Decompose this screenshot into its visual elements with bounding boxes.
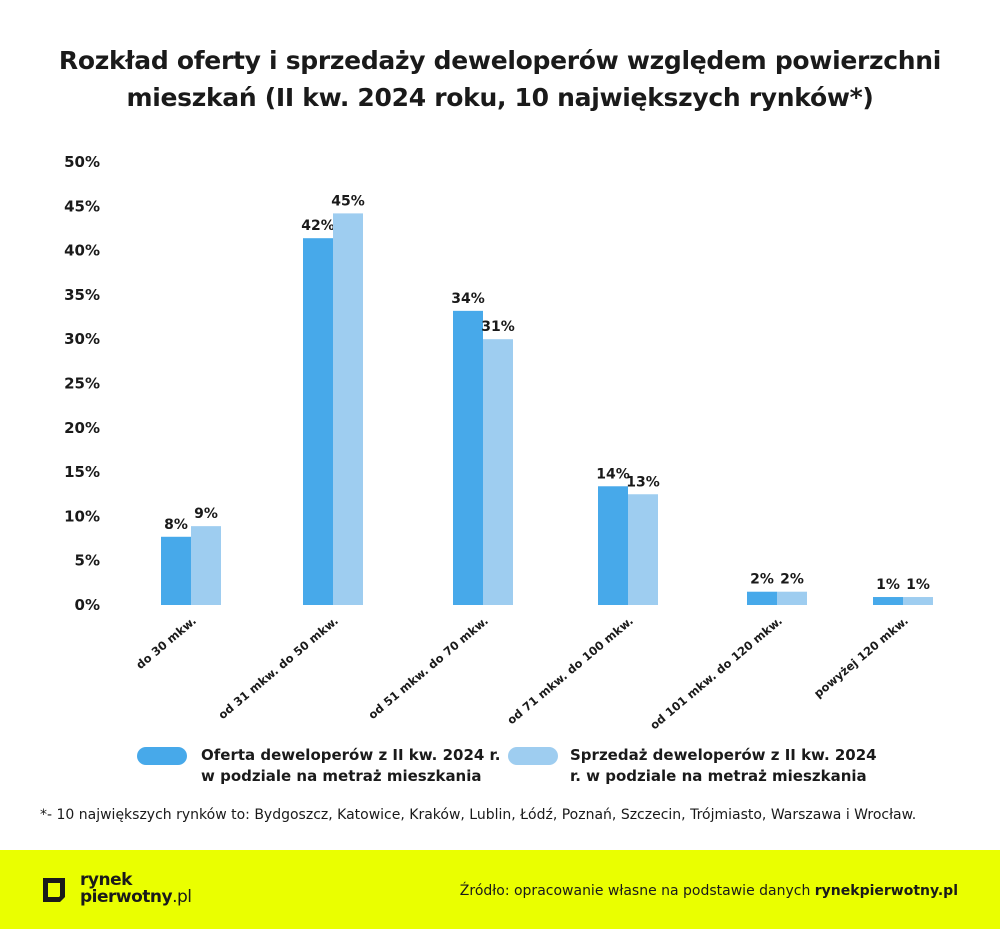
- bar: [333, 213, 363, 605]
- bar: [628, 494, 658, 605]
- x-tick-label: od 51 mkw. do 70 mkw.: [365, 614, 490, 722]
- data-label: 34%: [451, 291, 485, 307]
- logo-text: rynek: [80, 870, 132, 890]
- data-label: 13%: [626, 474, 660, 490]
- x-tick-label: od 101 mkw. do 120 mkw.: [647, 614, 785, 733]
- y-tick-label: 15%: [64, 463, 100, 481]
- bar-chart: 0% 5% 10% 15% 20% 25% 30% 35% 40% 45% 50% 8% 9% do 30…: [64, 153, 933, 733]
- data-label: 1%: [876, 577, 900, 593]
- legend-label: Oferta deweloperów z II kw. 2024 r.: [201, 746, 501, 764]
- x-tick-label: od 71 mkw. do 100 mkw.: [504, 614, 636, 728]
- bar: [873, 597, 903, 605]
- bar: [191, 526, 221, 605]
- source-prefix: Źródło: opracowanie własne na podstawie …: [459, 883, 815, 899]
- y-tick-label: 45%: [64, 197, 100, 215]
- x-tick-label: powyżej 120 mkw.: [811, 614, 911, 701]
- bar: [161, 536, 191, 605]
- bar: [598, 486, 628, 605]
- title-line-2: mieszkań (II kw. 2024 roku, 10 największ…: [126, 83, 874, 112]
- logo: rynek pierwotny.pl: [40, 872, 192, 906]
- data-label: 42%: [301, 218, 335, 234]
- y-tick-label: 25%: [64, 375, 100, 393]
- legend-label: w podziale na metraż mieszkania: [201, 767, 482, 785]
- y-tick-label: 0%: [75, 596, 100, 614]
- source-link: rynekpierwotny.pl: [814, 883, 958, 899]
- data-label: 8%: [164, 517, 188, 533]
- data-label: 31%: [481, 319, 515, 335]
- chart-title: Rozkład oferty i sprzedaży deweloperów w…: [0, 42, 1000, 116]
- data-label: 2%: [780, 572, 804, 588]
- data-label: 2%: [750, 572, 774, 588]
- y-tick-label: 5%: [75, 552, 100, 570]
- y-tick-label: 50%: [64, 153, 100, 171]
- logo-suffix: .pl: [172, 887, 192, 907]
- data-label: 45%: [331, 193, 365, 209]
- legend-item-oferta: Oferta deweloperów z II kw. 2024 r. w po…: [137, 745, 501, 787]
- x-tick-label: do 30 mkw.: [133, 614, 199, 672]
- y-tick-label: 40%: [64, 242, 100, 260]
- legend-swatch-oferta: [137, 747, 187, 765]
- data-label: 1%: [906, 577, 930, 593]
- x-tick-label: od 31 mkw. do 50 mkw.: [215, 614, 340, 722]
- bar: [777, 591, 807, 605]
- y-tick-label: 30%: [64, 330, 100, 348]
- y-tick-label: 35%: [64, 286, 100, 304]
- bar: [747, 591, 777, 605]
- legend-swatch-sprzedaz: [508, 747, 558, 765]
- bar: [303, 238, 333, 606]
- bar: [483, 339, 513, 605]
- data-label: 14%: [596, 466, 630, 482]
- footnote: *- 10 największych rynków to: Bydgoszcz,…: [40, 807, 917, 823]
- footer-bar: rynek pierwotny.pl Źródło: opracowanie w…: [0, 850, 1000, 929]
- y-tick-label: 10%: [64, 507, 100, 525]
- legend-item-sprzedaz: Sprzedaż deweloperów z II kw. 2024 r. w …: [508, 745, 877, 787]
- legend-label: r. w podziale na metraż mieszkania: [570, 767, 867, 785]
- title-line-1: Rozkład oferty i sprzedaży deweloperów w…: [58, 46, 942, 75]
- bar: [453, 310, 483, 605]
- logo-icon: [43, 878, 65, 902]
- logo-text: pierwotny: [80, 887, 173, 907]
- data-label: 9%: [194, 506, 218, 522]
- y-tick-label: 20%: [64, 419, 100, 437]
- source-text: Źródło: opracowanie własne na podstawie …: [460, 883, 958, 899]
- legend-label: Sprzedaż deweloperów z II kw. 2024: [570, 746, 877, 764]
- bar: [903, 597, 933, 605]
